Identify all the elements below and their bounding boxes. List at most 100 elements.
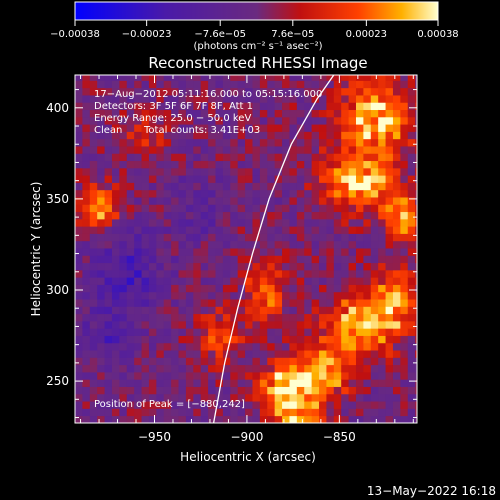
- heatmap-cell: [392, 401, 401, 409]
- heatmap-cell: [193, 328, 202, 336]
- heatmap-cell: [319, 255, 327, 264]
- heatmap-cell: [333, 146, 342, 154]
- heatmap-cell: [156, 75, 165, 81]
- heatmap-cell: [82, 277, 91, 285]
- heatmap-cell: [119, 248, 128, 256]
- heatmap-cell: [215, 102, 224, 111]
- heatmap-cell: [392, 284, 401, 293]
- heatmap-cell: [363, 277, 372, 285]
- heatmap-cell: [156, 415, 165, 423]
- heatmap-cell: [311, 197, 320, 205]
- heatmap-cell: [326, 269, 335, 278]
- heatmap-cell: [163, 335, 172, 344]
- heatmap-cell: [304, 291, 313, 300]
- heatmap-cell: [289, 371, 298, 380]
- heatmap-cell: [178, 299, 187, 307]
- heatmap-cell: [267, 386, 276, 395]
- heatmap-cell: [82, 211, 91, 220]
- heatmap-cell: [282, 299, 290, 307]
- heatmap-cell: [259, 182, 268, 191]
- heatmap-cell: [193, 75, 202, 81]
- heatmap-cell: [348, 379, 357, 387]
- heatmap-cell: [156, 102, 165, 111]
- heatmap-cell: [289, 415, 298, 423]
- heatmap-cell: [134, 102, 142, 111]
- heatmap-cell: [134, 226, 142, 234]
- heatmap-cell: [370, 350, 379, 358]
- heatmap-cell: [97, 116, 105, 125]
- heatmap-cell: [363, 342, 372, 351]
- heatmap-cell: [126, 415, 135, 423]
- heatmap-cell: [282, 364, 290, 373]
- heatmap-cell: [400, 248, 409, 256]
- heatmap-cell: [370, 255, 379, 264]
- heatmap-cell: [156, 306, 165, 315]
- heatmap-cell: [378, 138, 386, 147]
- heatmap-cell: [156, 364, 165, 373]
- heatmap-cell: [282, 146, 290, 154]
- heatmap-cell: [252, 80, 261, 89]
- heatmap-cell: [163, 350, 172, 358]
- heatmap-cell: [82, 415, 91, 423]
- heatmap-cell: [407, 124, 416, 132]
- heatmap-cell: [407, 226, 416, 234]
- heatmap-cell: [348, 299, 357, 307]
- heatmap-cell: [200, 371, 209, 380]
- heatmap-cell: [119, 342, 128, 351]
- heatmap-cell: [348, 109, 357, 118]
- heatmap-cell: [348, 357, 357, 366]
- heatmap-cell: [289, 75, 298, 81]
- heatmap-cell: [215, 313, 224, 322]
- heatmap-cell: [237, 75, 246, 81]
- heatmap-cell: [304, 124, 313, 132]
- heatmap-cell: [119, 277, 128, 285]
- heatmap-cell: [171, 357, 179, 366]
- heatmap-cell: [304, 182, 313, 191]
- heatmap-cell: [148, 153, 157, 162]
- heatmap-cell: [89, 182, 98, 191]
- heatmap-cell: [282, 371, 290, 380]
- heatmap-cell: [400, 386, 409, 395]
- heatmap-cell: [319, 175, 327, 183]
- heatmap-cell: [111, 255, 120, 264]
- heatmap-cell: [311, 328, 320, 336]
- heatmap-cell: [392, 408, 401, 417]
- heatmap-cell: [208, 371, 216, 380]
- heatmap-cell: [171, 226, 179, 234]
- heatmap-cell: [407, 75, 416, 81]
- heatmap-cell: [156, 313, 165, 322]
- heatmap-cell: [75, 153, 83, 162]
- heatmap-cell: [370, 320, 379, 329]
- heatmap-cell: [341, 371, 349, 380]
- heatmap-cell: [274, 248, 283, 256]
- heatmap-cell: [407, 248, 416, 256]
- heatmap-cell: [400, 401, 409, 409]
- heatmap-cell: [415, 189, 417, 198]
- heatmap-cell: [296, 342, 305, 351]
- colorbar-tick-label: −7.6e−05: [194, 29, 246, 40]
- heatmap-cell: [215, 116, 224, 125]
- heatmap-cell: [252, 167, 261, 176]
- heatmap-cell: [156, 153, 165, 162]
- heatmap-cell: [304, 95, 313, 103]
- heatmap-cell: [304, 197, 313, 205]
- heatmap-cell: [171, 262, 179, 271]
- heatmap-cell: [75, 87, 83, 96]
- heatmap-cell: [119, 408, 128, 417]
- heatmap-cell: [171, 415, 179, 423]
- heatmap-cell: [407, 386, 416, 395]
- heatmap-cell: [89, 255, 98, 264]
- heatmap-cell: [200, 306, 209, 315]
- heatmap-cell: [156, 408, 165, 417]
- heatmap-cell: [97, 335, 105, 344]
- heatmap-cell: [267, 153, 276, 162]
- heatmap-cell: [282, 379, 290, 387]
- heatmap-cell: [141, 116, 150, 125]
- heatmap-cell: [267, 291, 276, 300]
- heatmap-cell: [363, 240, 372, 249]
- heatmap-cell: [171, 306, 179, 315]
- heatmap-cell: [348, 306, 357, 315]
- heatmap-cell: [311, 95, 320, 103]
- heatmap-cell: [319, 226, 327, 234]
- heatmap-cell: [200, 95, 209, 103]
